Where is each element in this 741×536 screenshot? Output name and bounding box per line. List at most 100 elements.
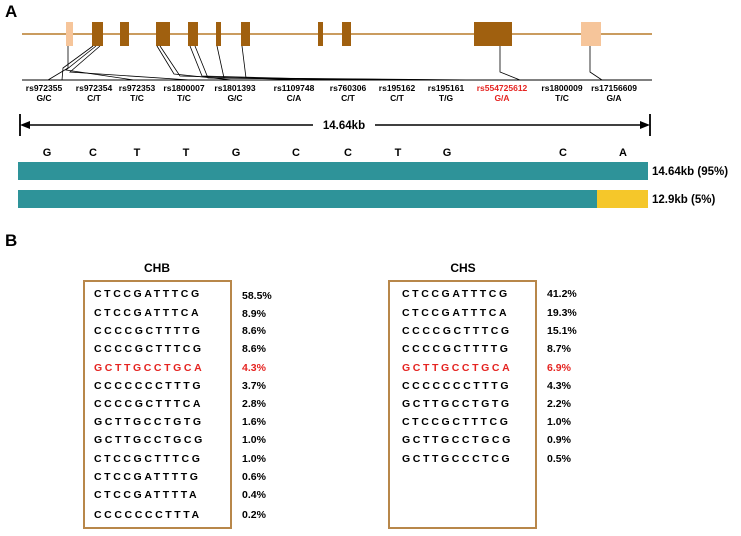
exon-block [120, 22, 129, 46]
haplotype-freq: 8.7% [547, 343, 572, 355]
haplotype-freq: 1.6% [242, 416, 267, 428]
haplotype-freq: 3.7% [242, 380, 267, 392]
haplotype-freq: 0.9% [547, 434, 572, 446]
bar-label: 12.9kb (5%) [652, 194, 715, 206]
haplotype-seq: CCCCCCCTTTG [402, 380, 511, 392]
snp-id: rs17156609 [591, 83, 637, 93]
allele-letter: A [619, 147, 627, 159]
snp-alleles: C/T [390, 93, 405, 103]
allele-letter: C [292, 147, 300, 159]
haplotype-box [83, 280, 232, 529]
haplotype-seq: GCTTGCCTGTG [94, 416, 204, 428]
arrow-right-icon [640, 121, 650, 129]
haplotype-seq: CCCCCCCTTTG [94, 380, 203, 392]
snp-alleles: G/C [36, 93, 51, 103]
haplotype-table-chb: CHB CTCCGATTTCG 58.5% CTCCGATTTCA 8.9% C… [83, 261, 272, 529]
haplotype-freq-highlight: 4.3% [242, 362, 267, 374]
haplotype-seq: CTCCGATTTCG [402, 288, 510, 300]
snp-id: rs972354 [76, 83, 113, 93]
snp-alleles: T/C [130, 93, 144, 103]
snp-id: rs1800007 [163, 83, 204, 93]
snp-id: rs1801393 [214, 83, 255, 93]
haplotype-freq: 2.8% [242, 398, 267, 410]
exon-block [188, 22, 198, 46]
haplotype-freq: 8.9% [242, 308, 267, 320]
haplotype-freq-highlight: 6.9% [547, 362, 572, 374]
haplotype-seq: GCTTGCCTGCG [94, 434, 205, 446]
allele-letter: T [395, 147, 402, 159]
span-indicator: 14.64kb [19, 114, 651, 136]
snp-id: rs760306 [330, 83, 367, 93]
snp-alleles: C/A [287, 93, 302, 103]
allele-letter: T [183, 147, 190, 159]
allele-letter: C [89, 147, 97, 159]
haplotype-seq: GCTTGCCCTCG [402, 453, 512, 465]
haplotype-box [388, 280, 537, 529]
bar-yellow-segment [597, 190, 648, 208]
haplotype-seq: GCTTGCCTGCG [402, 434, 513, 446]
haplotype-seq: CCCCGCTTTCG [94, 343, 204, 355]
haplotype-seq: CTCCGATTTTG [94, 471, 201, 483]
snp-alleles: T/G [439, 93, 454, 103]
utr-block [581, 22, 601, 46]
exon-block [241, 22, 250, 46]
snp-id: rs1800009 [541, 83, 582, 93]
exon-block [318, 22, 323, 46]
haplotype-seq: GCTTGCCTGTG [402, 398, 512, 410]
snp-id: rs195161 [428, 83, 465, 93]
haplotype-seq-highlight: GCTTGCCTGCA [402, 362, 512, 374]
span-label: 14.64kb [323, 120, 365, 132]
snp-alleles: G/A [606, 93, 621, 103]
snp-alleles: G/C [227, 93, 242, 103]
haplotype-seq: CTCCGATTTTA [94, 489, 199, 501]
snp-id: rs195162 [379, 83, 416, 93]
panel-a-label: A [5, 2, 17, 21]
haplotype-freq: 1.0% [242, 434, 267, 446]
haplotype-freq: 15.1% [547, 325, 577, 337]
snp-labels: rs972355 G/C rs972354 C/T rs972353 T/C r… [26, 83, 637, 103]
haplotype-freq: 2.2% [547, 398, 572, 410]
haplotype-bars: 14.64kb (95%) 12.9kb (5%) [18, 162, 728, 208]
haplotype-freq: 8.6% [242, 343, 267, 355]
haplotype-freq: 41.2% [547, 288, 577, 300]
utr-block [66, 22, 73, 46]
population-title: CHS [450, 261, 475, 275]
haplotype-seq: CCCCCCCTTTA [94, 509, 202, 521]
allele-row: G C T T G C C T G C A [43, 147, 627, 159]
exon-block [342, 22, 351, 46]
snp-id: rs1109748 [274, 83, 315, 93]
haplotype-table-chs: CHS CTCCGATTTCG 41.2% CTCCGATTTCA 19.3% … [388, 261, 577, 529]
haplotype-seq: CTCCGATTTCA [94, 307, 201, 319]
haplotype-seq: CTCCGATTTCA [402, 307, 509, 319]
haplotype-seq-highlight: GCTTGCCTGCA [94, 362, 204, 374]
haplotype-freq: 8.6% [242, 325, 267, 337]
allele-letter: C [344, 147, 352, 159]
haplotype-freq: 0.5% [547, 453, 572, 465]
allele-letter: G [232, 147, 241, 159]
haplotype-seq: CTCCGCTTTCG [402, 416, 511, 428]
haplotype-freq: 19.3% [547, 307, 577, 319]
haplotype-freq: 58.5% [242, 290, 272, 302]
snp-alleles: T/C [177, 93, 191, 103]
bar-teal-segment [18, 162, 648, 180]
snp-alleles: T/C [555, 93, 569, 103]
snp-id: rs972355 [26, 83, 63, 93]
exon-block [216, 22, 221, 46]
haplotype-freq: 0.6% [242, 471, 267, 483]
haplotype-freq: 0.4% [242, 489, 267, 501]
snp-alleles: C/T [87, 93, 102, 103]
allele-letter: G [443, 147, 452, 159]
exon-block [156, 22, 170, 46]
haplotype-seq: CCCCGCTTTTG [402, 343, 511, 355]
snp-id-highlight: rs554725612 [477, 83, 528, 93]
gene-track [22, 22, 652, 46]
haplotype-seq: CTCCGCTTTCG [94, 453, 203, 465]
haplotype-freq: 0.2% [242, 509, 267, 521]
arrow-left-icon [20, 121, 30, 129]
snp-id: rs972353 [119, 83, 156, 93]
allele-letter: T [134, 147, 141, 159]
snp-alleles: C/T [341, 93, 356, 103]
haplotype-seq: CCCCGCTTTTG [94, 325, 203, 337]
allele-letter: C [559, 147, 567, 159]
panel-b-label: B [5, 231, 17, 250]
